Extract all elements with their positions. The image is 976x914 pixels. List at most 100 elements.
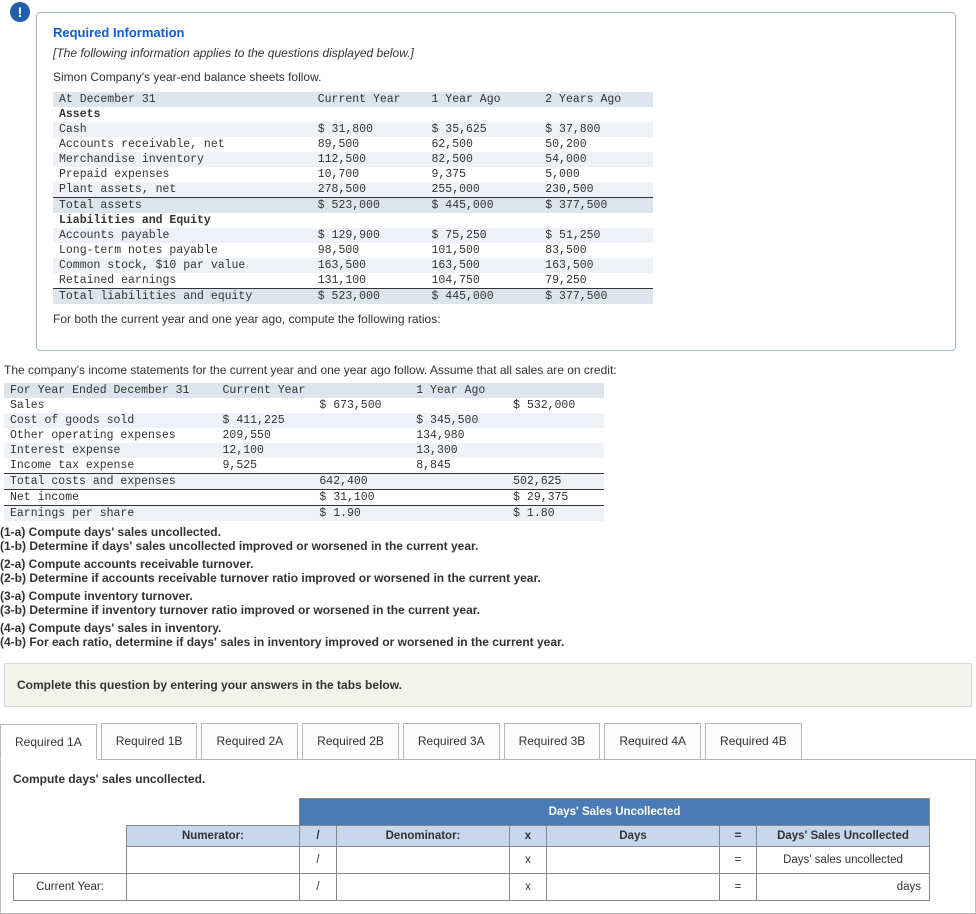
current-year-row-label: Current Year:: [14, 873, 127, 900]
table-cell: 112,500: [312, 152, 426, 167]
tab-content: Compute days' sales uncollected. Days' S…: [0, 759, 976, 914]
table-cell: $ 445,000: [425, 198, 539, 214]
total-assets-label: Total assets: [53, 198, 312, 214]
table-row-label: Retained earnings: [53, 273, 312, 289]
mult-header: x: [510, 825, 547, 846]
table-cell: $ 37,800: [539, 122, 653, 137]
net-income-label: Net income: [4, 490, 217, 506]
part-3a: (3-a) Compute inventory turnover.: [0, 589, 193, 603]
table-cell: 9,375: [425, 167, 539, 182]
cy-numerator-input[interactable]: [127, 873, 300, 900]
table-row-label: Common stock, $10 par value: [53, 258, 312, 273]
income-statement-lead: The company's income statements for the …: [4, 363, 972, 377]
table-cell: [217, 398, 314, 413]
table-cell: 8,845: [410, 458, 507, 474]
eps-label: Earnings per share: [4, 506, 217, 522]
table-cell: $ 35,625: [425, 122, 539, 137]
table-cell: 98,500: [312, 243, 426, 258]
table-cell: $ 377,500: [539, 198, 653, 214]
table-cell: $ 673,500: [313, 398, 410, 413]
cy-denominator-input[interactable]: [337, 873, 510, 900]
answer-table: Days' Sales Uncollected Numerator: / Den…: [13, 798, 930, 901]
table-row-label: Merchandise inventory: [53, 152, 312, 167]
bs-col-cy: Current Year: [312, 92, 426, 107]
part-3: (3-a) Compute inventory turnover. (3-b) …: [0, 589, 976, 617]
table-cell: $ 31,100: [313, 490, 410, 506]
slash-cell: /: [300, 873, 337, 900]
answer-title: Days' Sales Uncollected: [300, 799, 930, 826]
table-row-label: Long-term notes payable: [53, 243, 312, 258]
table-cell: 230,500: [539, 182, 653, 198]
table-cell: 9,525: [217, 458, 314, 474]
table-cell: 255,000: [425, 182, 539, 198]
table-cell: 101,500: [425, 243, 539, 258]
part-4b: (4-b) For each ratio, determine if days'…: [0, 635, 564, 649]
tab-required-2b[interactable]: Required 2B: [302, 723, 399, 759]
ratios-instruction: For both the current year and one year a…: [53, 312, 939, 326]
bs-col-1y: 1 Year Ago: [425, 92, 539, 107]
table-cell: $ 523,000: [312, 289, 426, 305]
table-cell: 163,500: [312, 258, 426, 273]
part-1a: (1-a) Compute days' sales uncollected.: [0, 525, 221, 539]
numerator-header: Numerator:: [127, 825, 300, 846]
table-cell: 209,550: [217, 428, 314, 443]
tab-required-4a[interactable]: Required 4A: [604, 723, 701, 759]
tab-required-4b[interactable]: Required 4B: [705, 723, 802, 759]
required-info-note: [The following information applies to th…: [53, 46, 939, 60]
tab-required-3b[interactable]: Required 3B: [504, 723, 601, 759]
tab-required-3a[interactable]: Required 3A: [403, 723, 500, 759]
is-period-label: For Year Ended December 31: [4, 383, 217, 398]
table-cell: $ 51,250: [539, 228, 653, 243]
is-col-1y: 1 Year Ago: [410, 383, 604, 398]
unit-label: days: [897, 881, 921, 893]
table-cell: 10,700: [312, 167, 426, 182]
required-info-title: Required Information: [53, 25, 939, 40]
table-row-label: Plant assets, net: [53, 182, 312, 198]
liab-equity-heading: Liabilities and Equity: [53, 213, 653, 228]
equals-header: =: [720, 825, 757, 846]
mult-cell: x: [510, 873, 547, 900]
table-cell: $ 29,375: [507, 490, 604, 506]
sales-label: Sales: [4, 398, 217, 413]
table-cell: $ 345,500: [410, 413, 507, 428]
assets-heading: Assets: [53, 107, 653, 122]
part-2b: (2-b) Determine if accounts receivable t…: [0, 571, 541, 585]
table-cell: 12,100: [217, 443, 314, 458]
part-2a: (2-a) Compute accounts receivable turnov…: [0, 557, 253, 571]
complete-instruction-box: Complete this question by entering your …: [4, 663, 972, 707]
part-4: (4-a) Compute days' sales in inventory. …: [0, 621, 976, 649]
table-cell: 5,000: [539, 167, 653, 182]
part-1: (1-a) Compute days' sales uncollected. (…: [0, 525, 976, 553]
table-cell: 131,100: [312, 273, 426, 289]
table-cell: 104,750: [425, 273, 539, 289]
table-cell: 502,625: [507, 474, 604, 490]
result-header: Days' Sales Uncollected: [757, 825, 930, 846]
table-cell: $ 377,500: [539, 289, 653, 305]
table-cell: $ 31,800: [312, 122, 426, 137]
table-cell: [410, 398, 507, 413]
tab-required-2a[interactable]: Required 2A: [201, 723, 298, 759]
table-cell: $ 532,000: [507, 398, 604, 413]
table-cell: 82,500: [425, 152, 539, 167]
tab-required-1a[interactable]: Required 1A: [0, 724, 97, 760]
table-cell: 62,500: [425, 137, 539, 152]
denominator-header: Denominator:: [337, 825, 510, 846]
table-cell: 134,980: [410, 428, 507, 443]
table-row-label: Prepaid expenses: [53, 167, 312, 182]
tab-required-1b[interactable]: Required 1B: [101, 723, 198, 759]
bs-col-2y: 2 Years Ago: [539, 92, 653, 107]
table-cell: 50,200: [539, 137, 653, 152]
table-cell: 163,500: [539, 258, 653, 273]
cy-days-input[interactable]: [547, 873, 720, 900]
table-cell: $ 75,250: [425, 228, 539, 243]
table-row-label: Income tax expense: [4, 458, 217, 474]
table-cell: 83,500: [539, 243, 653, 258]
table-cell: $ 523,000: [312, 198, 426, 214]
total-le-label: Total liabilities and equity: [53, 289, 312, 305]
part-2: (2-a) Compute accounts receivable turnov…: [0, 557, 976, 585]
table-cell: $ 1.90: [313, 506, 410, 522]
table-row-label: Accounts payable: [53, 228, 312, 243]
balance-sheet-table: At December 31 Current Year 1 Year Ago 2…: [53, 92, 653, 304]
slash-header: /: [300, 825, 337, 846]
answer-tabs: Required 1A Required 1B Required 2A Requ…: [0, 723, 976, 759]
